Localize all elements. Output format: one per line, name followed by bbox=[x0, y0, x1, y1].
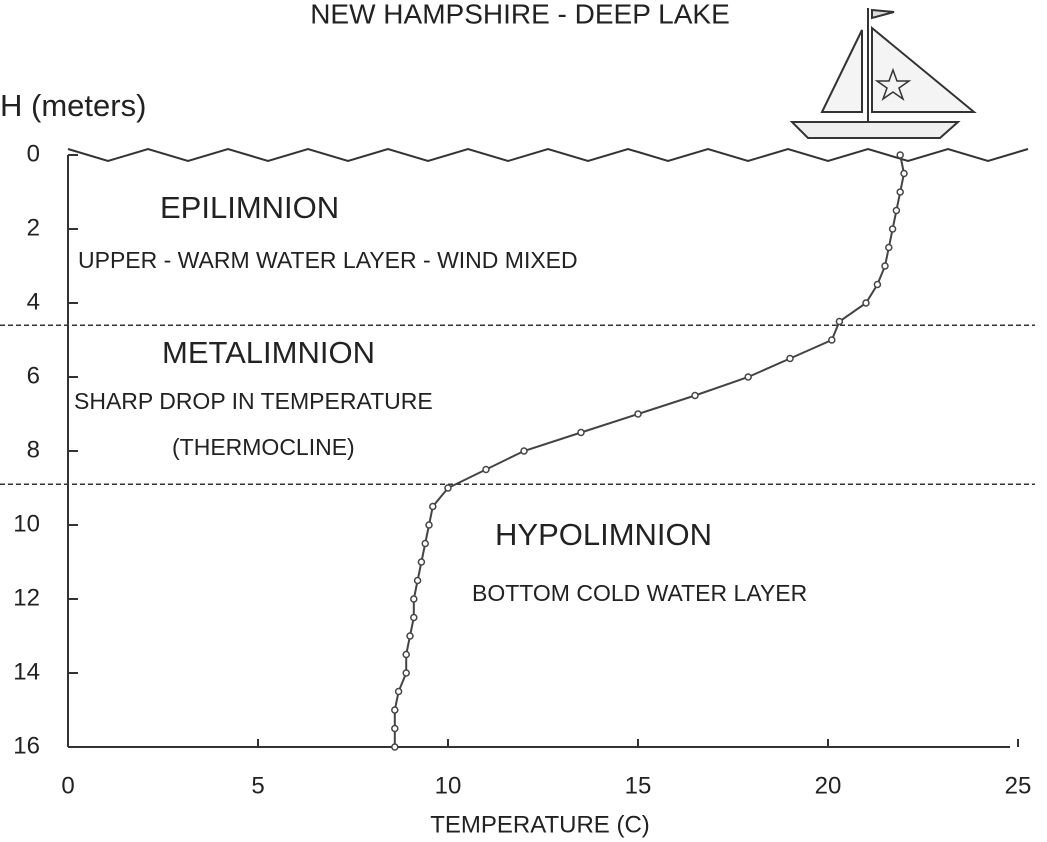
data-point bbox=[897, 152, 903, 158]
x-tick-label: 10 bbox=[435, 772, 462, 799]
data-point bbox=[392, 726, 398, 732]
data-point bbox=[392, 744, 398, 750]
annotation: BOTTOM COLD WATER LAYER bbox=[472, 580, 807, 606]
y-axis-label: H (meters) bbox=[0, 88, 146, 123]
data-point bbox=[897, 189, 903, 195]
annotation: HYPOLIMNION bbox=[495, 517, 712, 552]
data-point bbox=[396, 689, 402, 695]
data-point bbox=[890, 226, 896, 232]
data-point bbox=[521, 448, 527, 454]
data-point bbox=[415, 578, 421, 584]
annotation: SHARP DROP IN TEMPERATURE bbox=[74, 388, 433, 414]
data-point bbox=[430, 504, 436, 510]
data-point bbox=[829, 337, 835, 343]
data-point bbox=[863, 300, 869, 306]
temperature-profile bbox=[395, 155, 904, 747]
data-point bbox=[392, 707, 398, 713]
data-point bbox=[411, 596, 417, 602]
data-point bbox=[901, 171, 907, 177]
data-point bbox=[787, 356, 793, 362]
data-point bbox=[483, 467, 489, 473]
y-tick-label: 10 bbox=[13, 510, 40, 537]
data-point bbox=[882, 263, 888, 269]
y-tick-label: 4 bbox=[27, 288, 40, 315]
y-tick-label: 0 bbox=[27, 140, 40, 167]
y-tick-label: 6 bbox=[27, 362, 40, 389]
data-point bbox=[836, 319, 842, 325]
x-tick-label: 15 bbox=[625, 772, 652, 799]
y-tick-label: 12 bbox=[13, 584, 40, 611]
x-tick-label: 5 bbox=[251, 772, 264, 799]
sailboat bbox=[792, 8, 974, 138]
annotation: UPPER - WARM WATER LAYER - WIND MIXED bbox=[78, 247, 578, 273]
data-point bbox=[445, 485, 451, 491]
x-tick-label: 20 bbox=[815, 772, 842, 799]
data-point bbox=[893, 208, 899, 214]
data-point bbox=[745, 374, 751, 380]
data-point bbox=[407, 633, 413, 639]
x-tick-label: 0 bbox=[61, 772, 74, 799]
annotation: METALIMNION bbox=[162, 335, 375, 370]
annotation: EPILIMNION bbox=[160, 190, 339, 225]
data-point bbox=[411, 615, 417, 621]
x-tick-label: 25 bbox=[1005, 772, 1032, 799]
y-tick-label: 14 bbox=[13, 658, 40, 685]
data-point bbox=[418, 559, 424, 565]
chart-title: NEW HAMPSHIRE - DEEP LAKE bbox=[310, 0, 730, 29]
data-point bbox=[403, 670, 409, 676]
data-point bbox=[403, 652, 409, 658]
data-point bbox=[422, 541, 428, 547]
data-point bbox=[874, 282, 880, 288]
water-surface bbox=[68, 149, 1028, 161]
chart: NEW HAMPSHIRE - DEEP LAKE H (meters) TEM… bbox=[0, 0, 1047, 842]
y-tick-label: 2 bbox=[27, 214, 40, 241]
x-axis-label: TEMPERATURE (C) bbox=[430, 811, 650, 838]
data-point bbox=[635, 411, 641, 417]
y-tick-label: 8 bbox=[27, 436, 40, 463]
data-point bbox=[578, 430, 584, 436]
data-point bbox=[692, 393, 698, 399]
data-point bbox=[886, 245, 892, 251]
data-point bbox=[426, 522, 432, 528]
y-tick-label: 16 bbox=[13, 732, 40, 759]
annotation: (THERMOCLINE) bbox=[172, 434, 355, 460]
